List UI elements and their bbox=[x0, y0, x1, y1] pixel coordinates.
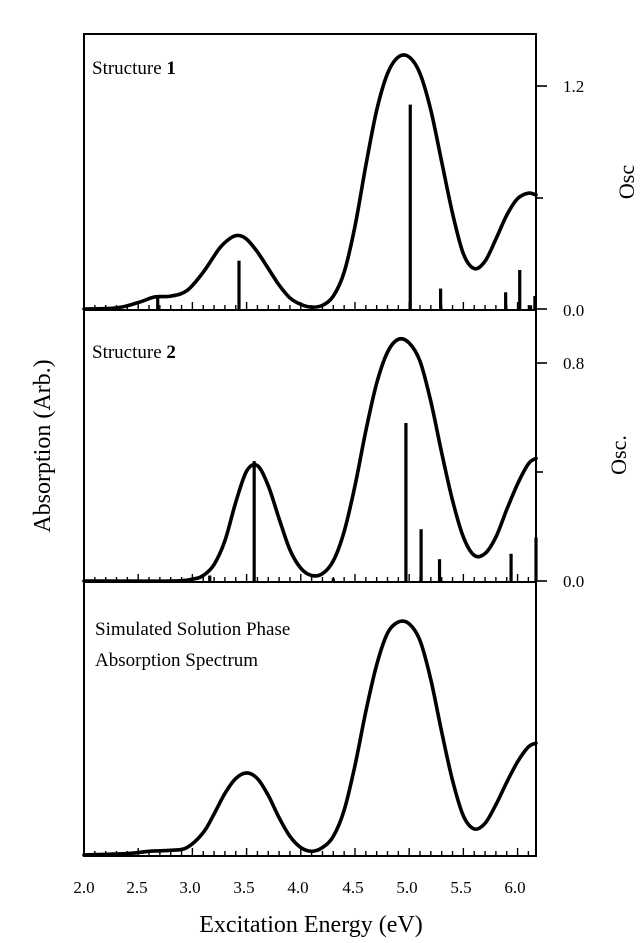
right-tick-label-1-high: 1.2 bbox=[563, 77, 584, 96]
y-axis-title: Absorption (Arb.) bbox=[30, 359, 56, 532]
right-axis-title-2: Osc. bbox=[606, 435, 631, 475]
right-tick-label-2-high: 0.8 bbox=[563, 354, 584, 373]
right-tick-label-1-low: 0.0 bbox=[563, 301, 584, 320]
panel-3-label-line1: Simulated Solution Phase bbox=[95, 619, 290, 640]
panel-3-label-line2: Absorption Spectrum bbox=[95, 650, 258, 671]
x-axis-title: Excitation Energy (eV) bbox=[199, 912, 422, 938]
x-tick-label-2-0: 2.0 bbox=[73, 878, 94, 897]
x-tick-label-5-5: 5.5 bbox=[450, 878, 471, 897]
panel-3-frame bbox=[83, 581, 537, 857]
x-tick-label-2-5: 2.5 bbox=[126, 878, 147, 897]
x-tick-label-5-0: 5.0 bbox=[396, 878, 417, 897]
x-tick-label-6-0: 6.0 bbox=[504, 878, 525, 897]
absorption-curve-3 bbox=[82, 619, 538, 857]
x-tick-label-3-5: 3.5 bbox=[233, 878, 254, 897]
panel-2-label: Structure 2 bbox=[92, 342, 176, 363]
absorption-curve-1 bbox=[82, 53, 538, 311]
x-tick-label-4-5: 4.5 bbox=[342, 878, 363, 897]
absorption-curve-2 bbox=[82, 336, 538, 583]
right-tick-label-2-low: 0.0 bbox=[563, 572, 584, 591]
x-tick-label-4-0: 4.0 bbox=[287, 878, 308, 897]
right-axis-title-1: Osc bbox=[614, 165, 639, 199]
panel-1-label: Structure 1 bbox=[92, 58, 176, 79]
x-tick-label-3-0: 3.0 bbox=[179, 878, 200, 897]
